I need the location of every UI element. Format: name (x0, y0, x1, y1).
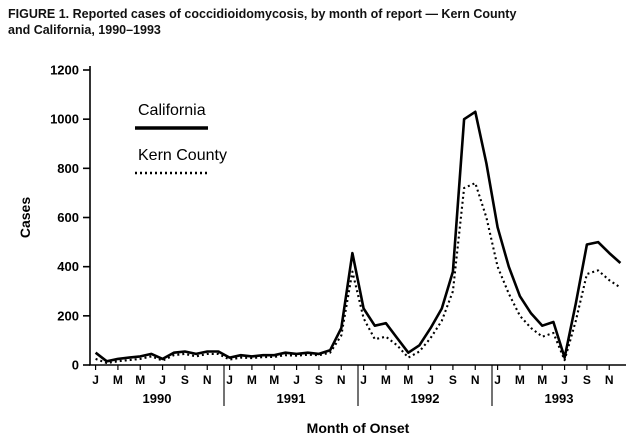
month-label: N (337, 373, 346, 387)
y-tick-label: 600 (57, 210, 79, 225)
y-tick-label: 1000 (50, 112, 79, 127)
month-label: M (135, 373, 145, 387)
month-label: J (427, 373, 434, 387)
month-label: M (113, 373, 123, 387)
month-label: J (92, 373, 99, 387)
y-axis-title: Cases (17, 197, 33, 238)
month-label: N (203, 373, 212, 387)
month-label: S (449, 373, 457, 387)
month-label: J (494, 373, 501, 387)
year-label: 1990 (143, 391, 172, 406)
month-label: M (381, 373, 391, 387)
month-label: J (561, 373, 568, 387)
month-label: M (403, 373, 413, 387)
year-label: 1991 (277, 391, 306, 406)
month-label: J (360, 373, 367, 387)
y-tick-label: 0 (72, 358, 79, 373)
legend-label-kern-county: Kern County (138, 147, 227, 164)
figure-title-line1: FIGURE 1. Reported cases of coccidioidom… (8, 7, 517, 21)
series-line-kern-county (95, 182, 621, 365)
year-label: 1992 (411, 391, 440, 406)
month-label: N (471, 373, 480, 387)
y-tick-label: 200 (57, 308, 79, 323)
x-axis-title: Month of Onset (307, 420, 410, 436)
y-tick-label: 800 (57, 161, 79, 176)
year-label: 1993 (545, 391, 574, 406)
month-label: M (515, 373, 525, 387)
month-label: M (269, 373, 279, 387)
month-label: N (605, 373, 614, 387)
y-tick-label: 400 (57, 259, 79, 274)
month-label: J (293, 373, 300, 387)
month-label: M (247, 373, 257, 387)
series-line-california (94, 110, 622, 363)
month-label: S (315, 373, 323, 387)
month-label: M (537, 373, 547, 387)
legend-label-california: California (138, 102, 206, 119)
month-label: S (583, 373, 591, 387)
figure-title-line2: and California, 1990–1993 (8, 23, 161, 38)
month-label: J (159, 373, 166, 387)
figure-title: FIGURE 1. Reported cases of coccidioidom… (8, 6, 632, 39)
month-label: J (226, 373, 233, 387)
month-label: S (181, 373, 189, 387)
y-tick-label: 1200 (50, 63, 79, 78)
